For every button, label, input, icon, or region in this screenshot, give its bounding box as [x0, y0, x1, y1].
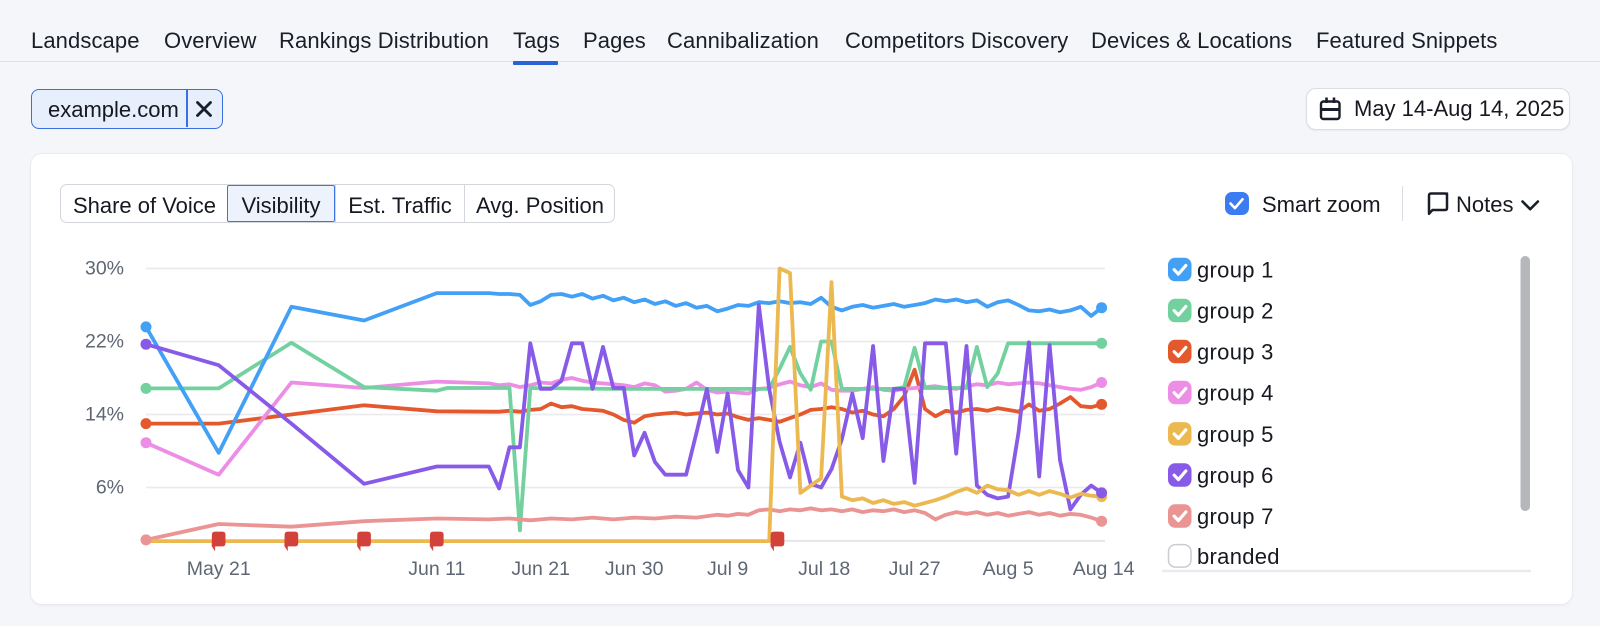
svg-text:group 4: group 4: [1197, 381, 1274, 406]
svg-text:group 7: group 7: [1197, 504, 1274, 529]
svg-text:30%: 30%: [85, 258, 124, 280]
svg-text:group 6: group 6: [1197, 463, 1274, 488]
svg-text:Aug 5: Aug 5: [983, 558, 1034, 580]
svg-text:branded: branded: [1197, 544, 1280, 569]
svg-text:group 2: group 2: [1197, 299, 1274, 324]
svg-text:22%: 22%: [85, 331, 124, 353]
svg-text:14%: 14%: [85, 404, 124, 426]
svg-text:6%: 6%: [96, 477, 124, 499]
svg-text:group 3: group 3: [1197, 340, 1274, 365]
svg-text:group 1: group 1: [1197, 258, 1274, 283]
svg-text:Jun 30: Jun 30: [605, 558, 664, 580]
svg-text:Jun 21: Jun 21: [511, 558, 570, 580]
svg-text:Jul 9: Jul 9: [707, 558, 748, 580]
svg-text:Aug 14: Aug 14: [1073, 558, 1135, 580]
svg-text:Jun 11: Jun 11: [408, 558, 465, 580]
svg-text:May 21: May 21: [187, 558, 251, 580]
svg-text:Jul 27: Jul 27: [889, 558, 941, 580]
svg-text:group 5: group 5: [1197, 422, 1274, 447]
svg-text:Jul 18: Jul 18: [798, 558, 850, 580]
